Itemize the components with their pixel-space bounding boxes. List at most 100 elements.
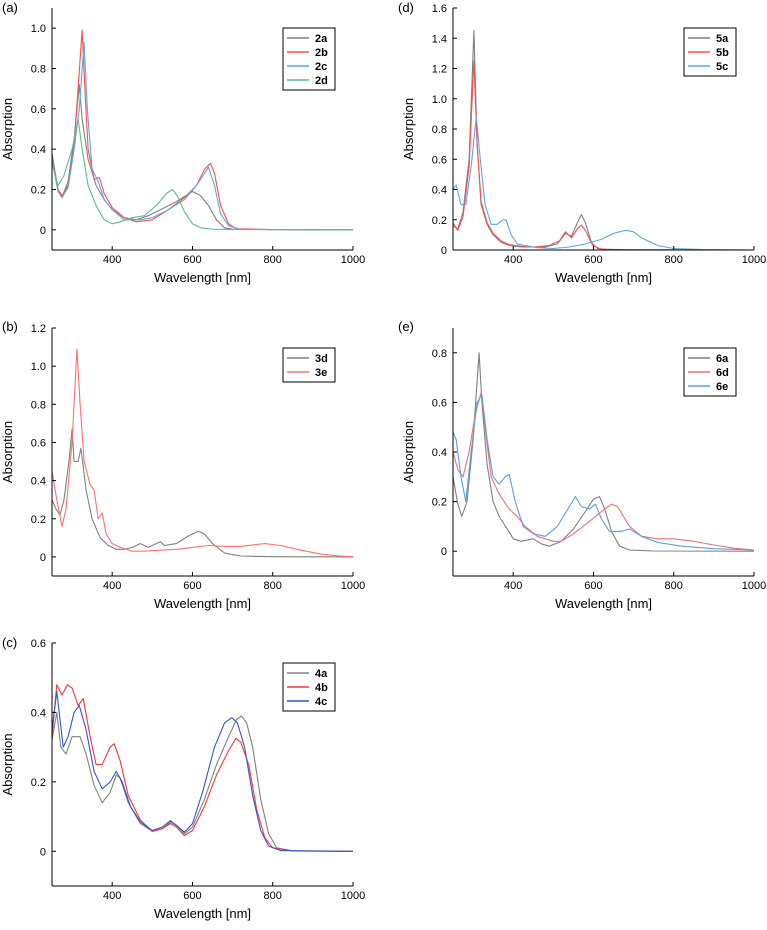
panel-d-y-tick-label: 1.4 <box>432 33 447 45</box>
panel-b-y-tick-label: 1.0 <box>31 361 46 373</box>
panel-c-x-tick-label: 400 <box>103 890 121 902</box>
panel-c-legend: 4a 4b 4c <box>282 662 336 712</box>
panel-c-y-tick-label: 0.6 <box>31 638 46 650</box>
panel-b-y-tick-label: 0.6 <box>31 437 46 449</box>
panel-e-y-tick-label: 0.6 <box>432 397 447 409</box>
panel-c-series-4a <box>52 711 353 852</box>
panel-a-x-tick-label: 800 <box>264 254 282 266</box>
panel-b-y-tick-label: 0.8 <box>31 399 46 411</box>
panel-a-y-tick-label: 0 <box>40 225 46 237</box>
panel-b-y-tick-label: 1.2 <box>31 323 46 335</box>
panel-d-y-tick-label: 1.0 <box>432 94 447 106</box>
panel-d-y-tick-label: 0.8 <box>432 124 447 136</box>
panel-d-legend: 5a 5b 5c <box>683 27 737 77</box>
panel-b-legend-label-3d: 3d <box>315 353 328 365</box>
panel-a-y-tick-label: 0.6 <box>31 104 46 116</box>
panel-d-series-5c <box>453 116 754 250</box>
panel-a-y-tick-label: 0.4 <box>31 144 46 156</box>
panel-e-y-axis-title: Absorption <box>401 421 416 483</box>
panel-e-y-tick-label: 0.2 <box>432 497 447 509</box>
panel-e-y-tick-label: 0.8 <box>432 348 447 360</box>
panel-e-legend: 6a 6d 6e <box>683 347 737 397</box>
panel-e-y-tick-label: 0.4 <box>432 447 447 459</box>
panel-c-x-axis-title: Wavelength [nm] <box>154 906 251 921</box>
panel-c-x-tick-label: 600 <box>183 890 201 902</box>
panel-b-label: (b) <box>2 319 18 334</box>
panel-a: (a) 400 600 800 1000 0 0.2 0.4 0.6 0.8 1.0 Waveleng… <box>0 0 365 285</box>
panel-e-x-tick-label: 1000 <box>742 580 766 592</box>
panel-a-series-2b <box>52 29 353 231</box>
panel-a-legend-label-2d: 2d <box>315 75 328 87</box>
panel-b-x-axis-title: Wavelength [nm] <box>154 596 251 611</box>
panel-a-legend-label-2b: 2b <box>315 47 328 59</box>
panel-a-legend-label-2a: 2a <box>315 33 328 45</box>
panel-b: (b) 400 600 800 1000 0 0.2 0.4 0.6 0.8 1.0 1.2 Wavel… <box>0 319 365 611</box>
panel-b-legend-box <box>282 347 336 383</box>
panel-b-x-tick-label: 1000 <box>341 580 365 592</box>
panel-c-series-4c <box>52 691 353 852</box>
panel-a-legend: 2a 2b 2c 2d <box>282 27 336 91</box>
panel-d-legend-label-5b: 5b <box>716 47 729 59</box>
panel-e-legend-label-6a: 6a <box>716 353 729 365</box>
panel-d-y-axis-title: Absorption <box>401 98 416 160</box>
panel-d-legend-label-5c: 5c <box>716 61 728 73</box>
panel-d-y-tick-label: 0.6 <box>432 154 447 166</box>
panel-d-x-tick-label: 800 <box>665 254 683 266</box>
panel-b-y-tick-label: 0 <box>40 552 46 564</box>
panel-b-y-tick-label: 0.4 <box>31 476 46 488</box>
panel-c: (c) 400 600 800 1000 0 0.2 0.4 0.6 Wavelength [nm… <box>0 635 365 921</box>
panel-c-y-tick-label: 0 <box>40 846 46 858</box>
panel-a-x-tick-label: 400 <box>103 254 121 266</box>
panel-a-y-tick-label: 1.0 <box>31 23 46 35</box>
panel-a-y-axis-title: Absorption <box>0 98 15 160</box>
panel-b-x-tick-label: 400 <box>103 580 121 592</box>
panel-e-label: (e) <box>398 319 414 334</box>
panel-e-x-tick-label: 400 <box>504 580 522 592</box>
panel-e-legend-label-6e: 6e <box>716 381 728 393</box>
panel-d-x-tick-label: 600 <box>584 254 602 266</box>
panel-c-x-tick-label: 800 <box>264 890 282 902</box>
panel-a-label: (a) <box>2 0 18 15</box>
panel-d-y-tick-label: 1.6 <box>432 3 447 15</box>
panel-e-y-tick-label: 0 <box>441 546 447 558</box>
panel-c-label: (c) <box>2 635 17 650</box>
panel-d-legend-label-5a: 5a <box>716 33 729 45</box>
panel-d-x-tick-label: 1000 <box>742 254 766 266</box>
panel-c-y-axis-title: Absorption <box>0 733 15 795</box>
panel-d-y-tick-label: 1.2 <box>432 64 447 76</box>
panel-b-x-tick-label: 800 <box>264 580 282 592</box>
panel-b-x-tick-label: 600 <box>183 580 201 592</box>
panel-d-x-tick-label: 400 <box>504 254 522 266</box>
panel-e-x-tick-label: 600 <box>584 580 602 592</box>
panel-b-series-3e <box>52 348 353 558</box>
panel-d-y-tick-label: 0 <box>441 245 447 257</box>
panel-e-x-tick-label: 800 <box>665 580 683 592</box>
panel-c-x-tick-label: 1000 <box>341 890 365 902</box>
panel-c-legend-label-4a: 4a <box>315 668 328 680</box>
panel-c-y-tick-label: 0.4 <box>31 707 46 719</box>
panel-d-series-5b <box>453 60 754 250</box>
panel-e-series-6d <box>453 391 754 551</box>
panel-b-y-axis-title: Absorption <box>0 421 15 483</box>
panel-a-series-2c <box>52 41 353 231</box>
panel-c-legend-label-4c: 4c <box>315 696 327 708</box>
panel-a-series-2d <box>52 118 353 231</box>
panel-a-legend-label-2c: 2c <box>315 61 327 73</box>
panel-c-y-tick-label: 0.2 <box>31 777 46 789</box>
panel-d-label: (d) <box>398 0 414 15</box>
panel-b-legend-label-3e: 3e <box>315 367 327 379</box>
panel-b-series-3d <box>52 428 353 558</box>
panel-a-y-tick-label: 0.2 <box>31 185 46 197</box>
panel-d-y-tick-label: 0.2 <box>432 215 447 227</box>
panel-e-x-axis-title: Wavelength [nm] <box>555 596 652 611</box>
panel-d-y-tick-label: 0.4 <box>432 185 447 197</box>
panel-b-y-tick-label: 0.2 <box>31 514 46 526</box>
panel-a-x-tick-label: 600 <box>183 254 201 266</box>
panel-c-legend-label-4b: 4b <box>315 682 328 694</box>
panel-d: (d) 400 600 800 1000 0 0.2 0.4 0.6 0.8 1.0 1.2 1.4 1.… <box>398 0 766 285</box>
panel-e: (e) 400 600 800 1000 0 0.2 0.4 0.6 0.8 Wavelength … <box>398 319 766 611</box>
panel-a-x-tick-label: 1000 <box>341 254 365 266</box>
panel-d-x-axis-title: Wavelength [nm] <box>555 270 652 285</box>
